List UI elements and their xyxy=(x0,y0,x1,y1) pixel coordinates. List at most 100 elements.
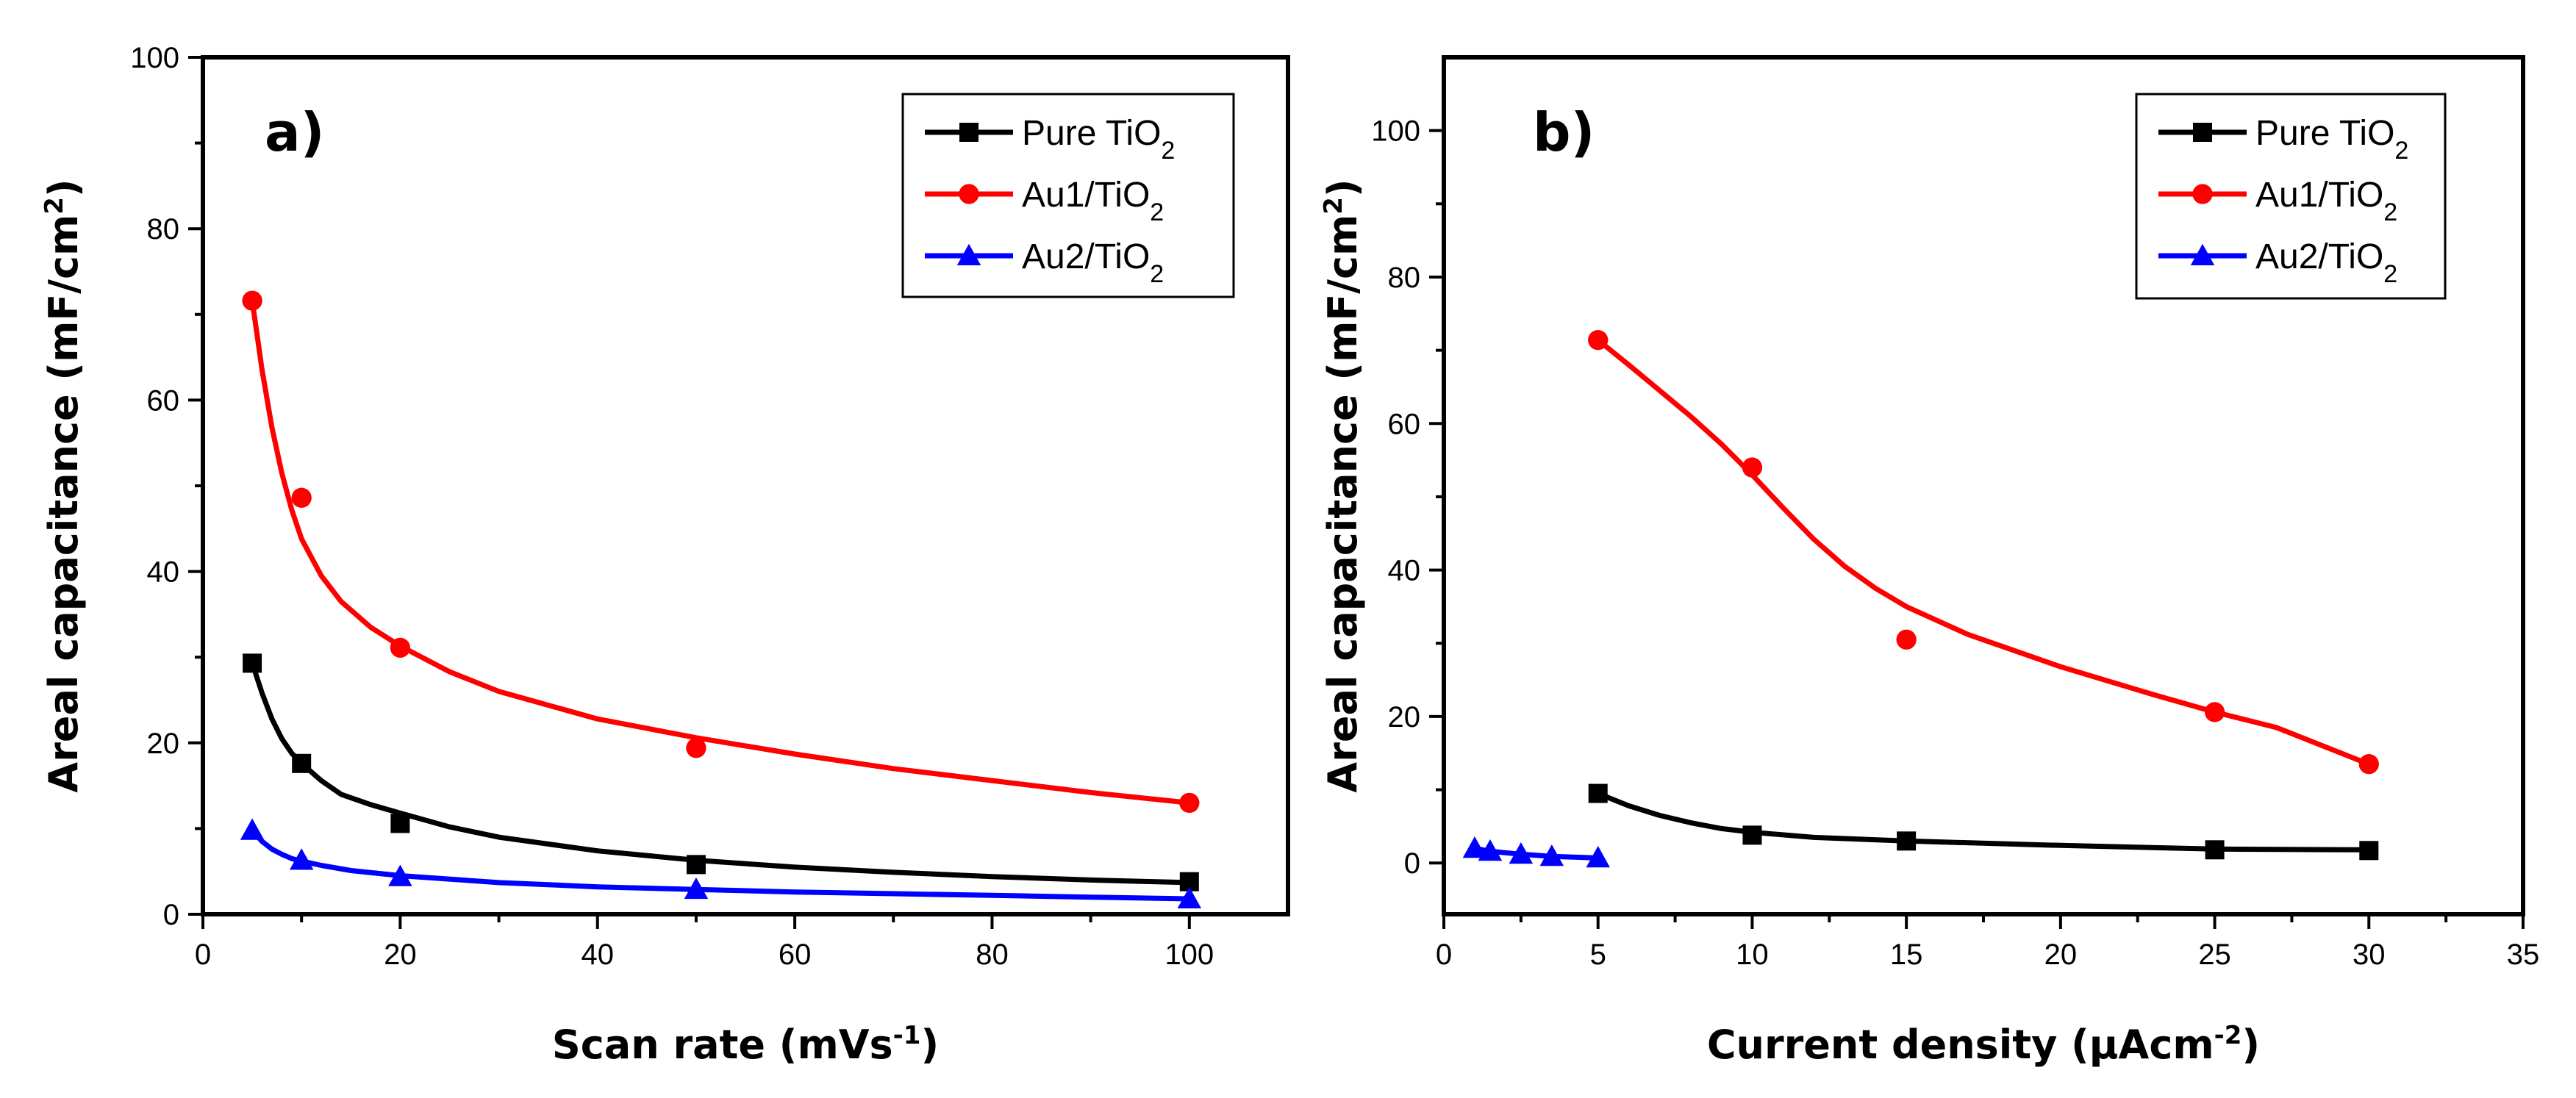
x-axis-title-superscript: -2 xyxy=(2214,1021,2242,1050)
y-tick-label: 40 xyxy=(1388,555,1421,587)
x-tick-label: 20 xyxy=(384,939,417,971)
x-tick-label: 80 xyxy=(976,939,1009,971)
y-axis-title: Areal capacitance (mF/cm2) xyxy=(1319,179,1366,792)
legend-entry-main: Au2/TiO xyxy=(1022,237,1150,276)
legend-entry: Au1/TiO2 xyxy=(2255,176,2397,226)
y-tick-label: 20 xyxy=(1388,701,1421,733)
panel-label: b) xyxy=(1533,101,1595,163)
data-point xyxy=(684,877,709,900)
y-tick-label: 100 xyxy=(130,42,179,74)
legend-entry-subscript: 2 xyxy=(1150,260,1164,288)
panel-label: a) xyxy=(265,101,325,163)
y-axis-title: Areal capacitance (mF/cm2) xyxy=(40,179,87,792)
x-tick-label: 25 xyxy=(2198,939,2231,971)
legend-marker xyxy=(959,184,979,204)
y-axis-title-end: ) xyxy=(1320,179,1366,197)
y-axis-title-main: Areal capacitance (mF/cm xyxy=(40,215,87,793)
data-point xyxy=(388,864,412,886)
x-tick-label: 0 xyxy=(195,939,211,971)
y-tick-label: 40 xyxy=(147,556,180,589)
legend-entry-main: Au2/TiO xyxy=(2255,237,2383,276)
panel-a: 0 20 40 60 80 100 0 20 40 60 80 100 Scan rate (mVs-1… xyxy=(40,42,1290,1068)
y-axis-title-end: ) xyxy=(40,179,87,197)
series-curve xyxy=(249,298,1192,805)
data-point xyxy=(242,290,262,311)
data-point xyxy=(1177,886,1202,909)
data-point xyxy=(243,653,262,673)
legend-entry: Au2/TiO2 xyxy=(1022,237,1164,288)
series-pure-tio2 xyxy=(1588,783,2379,861)
x-tick-label: 30 xyxy=(2353,939,2386,971)
x-tick-label: 10 xyxy=(1736,939,1769,971)
data-point xyxy=(289,848,314,870)
y-axis-title-main: Areal capacitance (mF/cm xyxy=(1320,215,1366,793)
data-point xyxy=(1588,330,1609,351)
y-tick-label: 80 xyxy=(147,213,180,245)
series-curve xyxy=(1595,791,2372,853)
legend-entry: Au1/TiO2 xyxy=(1022,176,1164,226)
x-axis-title-end: ) xyxy=(2242,1022,2260,1068)
x-axis-title-superscript: -1 xyxy=(893,1021,921,1050)
y-tick-label: 60 xyxy=(1388,408,1421,440)
legend-marker xyxy=(2192,184,2213,204)
legend-marker xyxy=(959,123,978,142)
legend-entry: Pure TiO2 xyxy=(1022,114,1175,165)
y-tick-label: 60 xyxy=(147,384,180,417)
series-au1-tio2 xyxy=(242,290,1200,814)
panel-b: 0 5 10 15 20 25 30 35 0 20 40 60 80 100 Current densit… xyxy=(1319,55,2540,1068)
x-axis-title: Scan rate (mVs-1) xyxy=(552,1021,939,1068)
data-point xyxy=(291,487,312,508)
data-point xyxy=(1462,836,1487,858)
legend-entry-main: Au1/TiO xyxy=(2255,176,2383,215)
data-point xyxy=(1897,831,1917,851)
x-tick-label: 15 xyxy=(1890,939,1923,971)
legend-entry: Au2/TiO2 xyxy=(2255,237,2397,288)
legend-entry-subscript: 2 xyxy=(2383,198,2397,226)
data-point xyxy=(1509,842,1534,864)
data-point xyxy=(390,814,410,833)
x-tick-label: 0 xyxy=(1436,939,1452,971)
y-tick-label: 0 xyxy=(1404,847,1420,880)
x-axis-title-main: Scan rate (mVs xyxy=(552,1022,893,1068)
y-tick-label: 20 xyxy=(147,728,180,760)
legend-entry-subscript: 2 xyxy=(1161,137,1175,165)
data-point xyxy=(1742,457,1763,478)
legend-marker xyxy=(2190,243,2215,265)
data-point xyxy=(1478,839,1503,861)
x-axis-title: Current density (µAcm-2) xyxy=(1707,1021,2260,1068)
x-tick-label: 100 xyxy=(1164,939,1214,971)
x-axis-title-main: Current density (µAcm xyxy=(1707,1022,2214,1068)
y-tick-label: 0 xyxy=(163,899,179,931)
x-tick-label: 20 xyxy=(2044,939,2078,971)
legend-marker xyxy=(956,243,981,265)
series-au1-tio2 xyxy=(1588,330,2379,775)
data-point xyxy=(1586,846,1610,868)
legend-entry-subscript: 2 xyxy=(2383,260,2397,288)
legend-entry-main: Pure TiO xyxy=(2255,114,2394,153)
data-point xyxy=(686,738,706,758)
data-point xyxy=(240,818,265,840)
legend-entry-subscript: 2 xyxy=(1150,198,1164,226)
series-au2-tio2 xyxy=(240,818,1202,909)
legend-marker xyxy=(2193,123,2212,142)
data-point xyxy=(292,753,312,773)
legend-entry-main: Pure TiO xyxy=(1022,114,1161,153)
legend-entry-main: Au1/TiO xyxy=(1022,176,1150,215)
x-tick-label: 35 xyxy=(2507,939,2540,971)
series-pure-tio2 xyxy=(243,653,1199,891)
y-tick-label: 100 xyxy=(1371,115,1420,148)
y-axis-title-superscript: 2 xyxy=(40,197,69,215)
y-tick-label: 80 xyxy=(1388,262,1421,294)
data-point xyxy=(2205,840,2225,860)
y-axis-title-superscript: 2 xyxy=(1319,197,1348,215)
series-curve xyxy=(249,660,1192,886)
data-point xyxy=(390,637,411,659)
data-point xyxy=(2204,702,2225,722)
data-point xyxy=(1179,792,1200,814)
x-tick-label: 40 xyxy=(581,939,614,971)
data-point xyxy=(2359,841,2379,861)
legend-entry: Pure TiO2 xyxy=(2255,114,2408,165)
